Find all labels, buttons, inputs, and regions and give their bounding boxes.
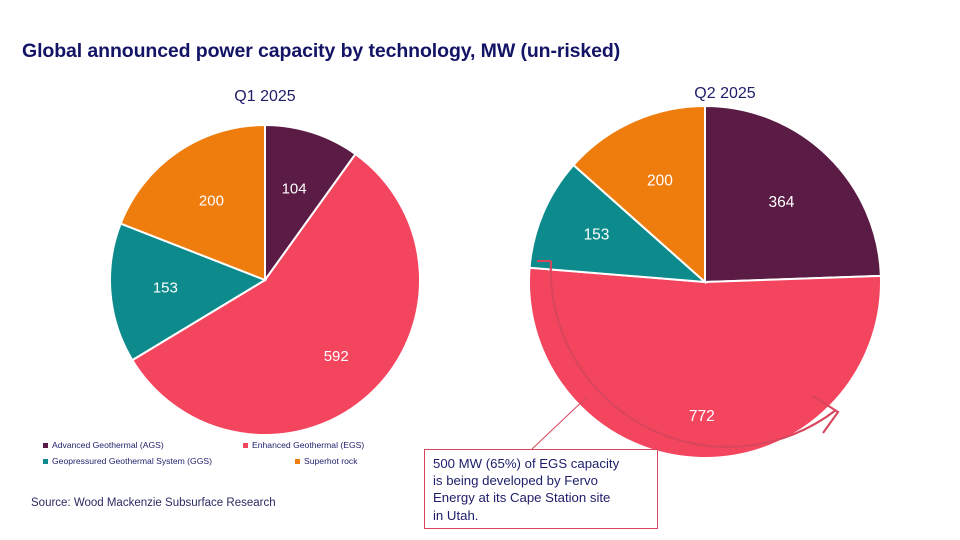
source-note: Source: Wood Mackenzie Subsurface Resear… xyxy=(31,497,276,509)
chart-title-q2: Q2 2025 xyxy=(694,85,756,102)
callout-line-4: in Utah. xyxy=(433,507,479,523)
pie-slice-value-label: 364 xyxy=(768,194,794,211)
pie-slice xyxy=(130,152,421,436)
pie-slice-value-label: 592 xyxy=(324,348,349,365)
legend-row-1: Advanced Geothermal (AGS) Enhanced Geoth… xyxy=(43,437,413,453)
legend-label-ggs: Geopressured Geothermal System (GGS) xyxy=(52,456,212,466)
legend-swatch-egs xyxy=(243,442,248,448)
callout-line-1: 500 MW (65%) of EGS capacity xyxy=(433,456,620,471)
pie-slices-q2 xyxy=(528,104,882,459)
pie-slice xyxy=(264,123,357,284)
annotation-callout: 500 MW (65%) of EGS capacity is being de… xyxy=(424,449,658,529)
legend-swatch-superhot xyxy=(295,458,300,464)
pie-slice-value-label: 153 xyxy=(584,227,610,244)
legend-row-2: Geopressured Geothermal System (GGS) Sup… xyxy=(43,453,413,469)
pie-slice xyxy=(119,123,266,282)
chart-title-q1: Q1 2025 xyxy=(234,88,296,105)
pie-slice-value-label: 153 xyxy=(153,279,178,296)
pie-slice xyxy=(572,104,706,285)
pie-slice-value-label: 200 xyxy=(647,173,673,190)
pie-slice-value-label: 200 xyxy=(199,193,224,210)
callout-line-3: Energy at its Cape Station site xyxy=(433,490,611,506)
pie-slice xyxy=(528,163,708,284)
pie-chart-q2: 364 772 153 200 xyxy=(528,104,888,465)
pie-slice xyxy=(109,222,268,362)
callout-line-2: is being developed by Fervo xyxy=(433,473,598,489)
pie-slice-value-label: 772 xyxy=(689,408,715,425)
legend-label-superhot: Superhot rock xyxy=(304,456,358,466)
pie-slice xyxy=(528,266,882,459)
legend: Advanced Geothermal (AGS) Enhanced Geoth… xyxy=(43,437,413,469)
page-title: Global announced power capacity by techn… xyxy=(22,40,621,62)
pie-chart-q2-svg: 364 772 153 200 xyxy=(528,104,882,459)
legend-item-superhot[interactable]: Superhot rock xyxy=(295,456,358,466)
legend-item-egs[interactable]: Enhanced Geothermal (EGS) xyxy=(243,440,364,450)
pie-slice xyxy=(704,104,882,284)
pie-labels-q1: 104 592 153 200 xyxy=(153,181,349,366)
legend-item-ags[interactable]: Advanced Geothermal (AGS) xyxy=(43,440,243,450)
legend-label-egs: Enhanced Geothermal (EGS) xyxy=(252,440,365,450)
pie-chart-q1: 104 592 153 200 xyxy=(108,118,428,438)
pie-slices-q1 xyxy=(109,123,421,436)
pie-slice-value-label: 104 xyxy=(282,181,307,198)
legend-swatch-ags xyxy=(43,442,48,448)
legend-item-ggs[interactable]: Geopressured Geothermal System (GGS) xyxy=(43,456,295,466)
pie-chart-q1-svg: 104 592 153 200 xyxy=(109,123,421,436)
legend-label-ags: Advanced Geothermal (AGS) xyxy=(52,440,164,450)
legend-swatch-ggs xyxy=(43,458,48,464)
